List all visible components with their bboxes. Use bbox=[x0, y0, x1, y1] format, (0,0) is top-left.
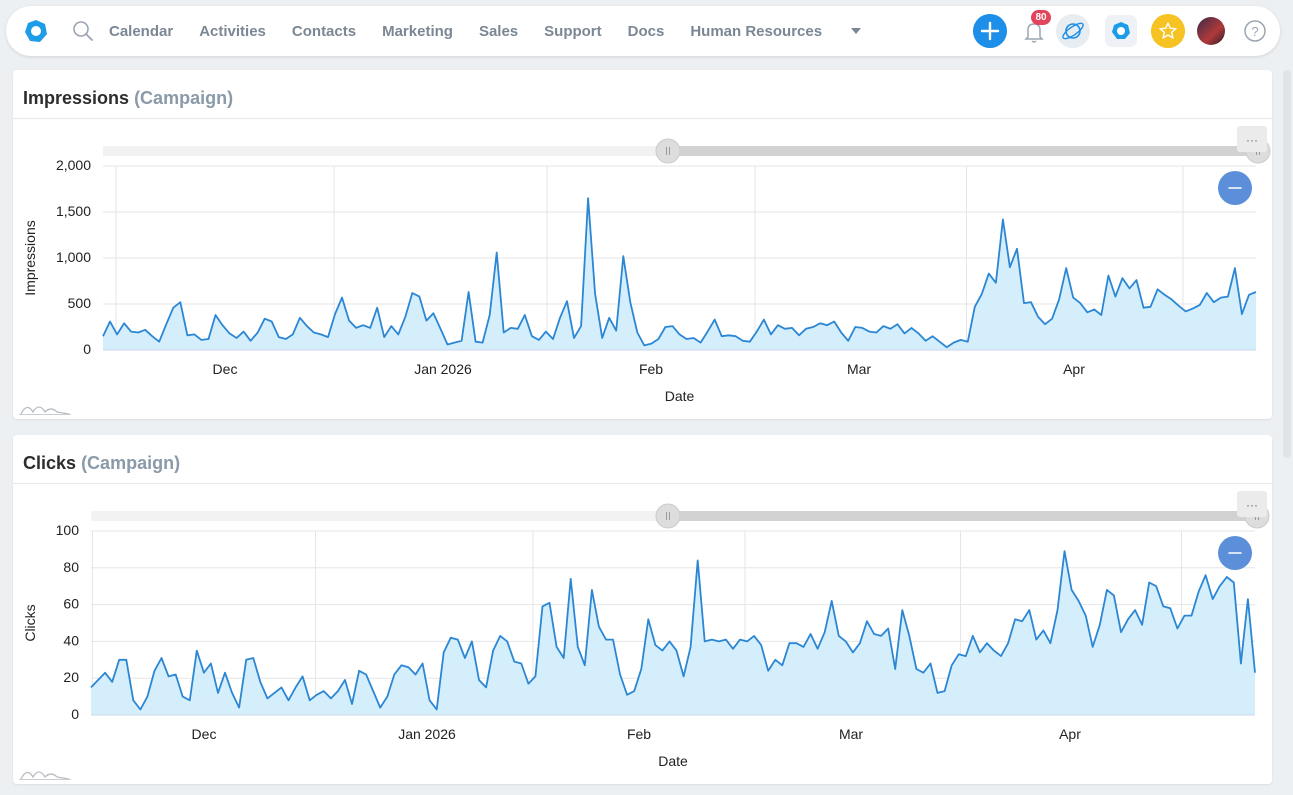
clicks-chart: ··· 0 20 40 60 80 100 Dec Jan 2026 Feb Mar Apr Date C… bbox=[22, 491, 1270, 769]
panel-divider bbox=[13, 483, 1272, 484]
nav-calendar[interactable]: Calendar bbox=[109, 22, 174, 40]
panel-title-subtitle: (Campaign) bbox=[81, 453, 181, 473]
nav-marketing[interactable]: Marketing bbox=[382, 22, 453, 40]
avatar[interactable] bbox=[1197, 17, 1225, 45]
more-button[interactable] bbox=[1237, 491, 1267, 517]
x-tick-label: Jan 2026 bbox=[414, 361, 472, 377]
y-tick-label: 60 bbox=[63, 596, 79, 612]
y-tick-label: 1,500 bbox=[56, 203, 91, 219]
main-nav: Calendar Activities Contacts Marketing S… bbox=[109, 6, 848, 56]
impressions-panel: Impressions (Campaign) ··· 0 500 1,000 1,500… bbox=[13, 70, 1272, 419]
x-tick-label: Dec bbox=[192, 726, 217, 742]
impressions-chart: ··· 0 500 1,000 1,500 2,000 Dec Jan 2026 Feb Mar A… bbox=[22, 126, 1271, 404]
y-axis-title: Impressions bbox=[22, 220, 38, 295]
x-tick-label: Apr bbox=[1063, 361, 1085, 377]
more-icon: ··· bbox=[1246, 498, 1258, 512]
nav-support[interactable]: Support bbox=[544, 22, 602, 40]
x-tick-label: Dec bbox=[213, 361, 238, 377]
more-icon: ··· bbox=[1246, 133, 1258, 147]
app-logo-icon[interactable] bbox=[23, 18, 49, 44]
panel-title-main: Impressions bbox=[23, 88, 130, 108]
panel-title-subtitle: (Campaign) bbox=[134, 88, 234, 108]
range-selected[interactable] bbox=[668, 146, 1258, 156]
chart-brand-icon bbox=[19, 406, 71, 415]
series-area bbox=[91, 551, 1255, 715]
chart-brand-icon bbox=[19, 771, 71, 780]
range-track bbox=[91, 511, 668, 521]
y-tick-label: 0 bbox=[71, 706, 79, 722]
x-tick-label: Mar bbox=[847, 361, 871, 377]
y-tick-label: 0 bbox=[83, 341, 91, 357]
nav-contacts[interactable]: Contacts bbox=[291, 22, 357, 40]
panel-divider bbox=[13, 118, 1272, 119]
more-button[interactable] bbox=[1237, 126, 1267, 152]
panel-title: Impressions (Campaign) bbox=[23, 88, 233, 109]
plus-icon[interactable] bbox=[973, 14, 1007, 48]
x-axis-title: Date bbox=[665, 388, 695, 404]
planet-icon[interactable] bbox=[1056, 14, 1090, 48]
series-line bbox=[102, 197, 1257, 349]
range-handle-left[interactable] bbox=[655, 503, 681, 529]
panel-title: Clicks (Campaign) bbox=[23, 453, 180, 474]
nav-sales[interactable]: Sales bbox=[478, 22, 519, 40]
nav-activities[interactable]: Activities bbox=[199, 22, 266, 40]
y-axis-title: Clicks bbox=[22, 604, 38, 641]
x-tick-label: Feb bbox=[627, 726, 651, 742]
app-icon bbox=[1112, 22, 1130, 39]
y-tick-label: 2,000 bbox=[56, 157, 91, 173]
x-tick-label: Apr bbox=[1059, 726, 1081, 742]
nav-docs[interactable]: Docs bbox=[627, 22, 665, 40]
y-tick-label: 500 bbox=[68, 295, 92, 311]
range-track bbox=[103, 146, 668, 156]
search-icon[interactable] bbox=[72, 20, 94, 42]
y-tick-label: 40 bbox=[63, 632, 79, 648]
range-handle-left[interactable] bbox=[655, 138, 681, 164]
y-tick-label: 100 bbox=[56, 522, 80, 538]
top-navigation-bar: Calendar Activities Contacts Marketing S… bbox=[6, 6, 1280, 56]
svg-text:?: ? bbox=[1251, 24, 1258, 39]
help-icon[interactable]: ? bbox=[1241, 17, 1269, 45]
x-axis-title: Date bbox=[658, 753, 688, 769]
y-tick-label: 80 bbox=[63, 559, 79, 575]
x-tick-label: Jan 2026 bbox=[398, 726, 456, 742]
series-area bbox=[103, 198, 1256, 350]
x-tick-label: Feb bbox=[639, 361, 663, 377]
notification-badge: 80 bbox=[1031, 10, 1051, 25]
range-selected[interactable] bbox=[668, 511, 1257, 521]
y-tick-label: 1,000 bbox=[56, 249, 91, 265]
chevron-down-icon[interactable] bbox=[850, 27, 862, 35]
clicks-panel: Clicks (Campaign) ··· 0 20 40 60 80 100 Dec Jan … bbox=[13, 435, 1272, 784]
star-icon[interactable] bbox=[1151, 14, 1185, 48]
panel-title-main: Clicks bbox=[23, 453, 77, 473]
x-tick-label: Mar bbox=[839, 726, 863, 742]
page-scrollbar[interactable] bbox=[1283, 70, 1291, 458]
series-line bbox=[90, 550, 1256, 711]
nav-human-resources[interactable]: Human Resources bbox=[690, 22, 823, 40]
y-tick-label: 20 bbox=[63, 669, 79, 685]
app-switcher-button[interactable] bbox=[1105, 15, 1137, 47]
